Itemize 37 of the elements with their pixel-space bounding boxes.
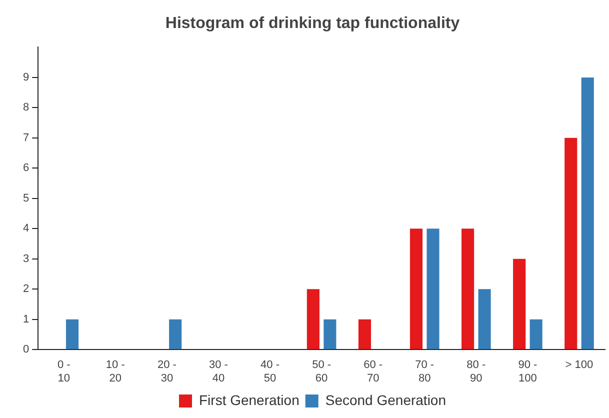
bar [358, 319, 371, 350]
y-tick-label: 3 [22, 252, 30, 265]
x-tick-label: 90 - 100 [518, 359, 538, 384]
legend-label: First Generation [198, 392, 300, 408]
y-tick-label: 0 [22, 344, 30, 356]
x-tick-label: 60 - 70 [364, 359, 383, 384]
chart-title: Histogram of drinking tap functionality [165, 15, 460, 32]
x-tick-label: 10 - 20 [106, 359, 126, 384]
x-tick-label: 40 - 50 [260, 359, 280, 384]
bar [426, 228, 440, 350]
bar [66, 319, 79, 350]
y-tick-label: 2 [22, 283, 30, 296]
x-tick-label: 30 - 40 [209, 359, 228, 384]
y-tick-label: 7 [22, 132, 30, 144]
x-tick-label: 20 - 30 [157, 359, 177, 384]
bar [530, 319, 542, 350]
bar [581, 77, 594, 350]
bar [462, 228, 474, 350]
legend-label: Second Generation [325, 392, 446, 408]
x-tick-label: 80 - 90 [466, 359, 486, 384]
y-tick-label: 6 [22, 162, 30, 174]
x-tick-label: 0 - 10 [57, 359, 71, 384]
bar [306, 289, 320, 350]
y-tick-label: 4 [22, 222, 30, 235]
bar [410, 228, 423, 350]
y-tick-label: 8 [22, 102, 30, 114]
bar [513, 258, 526, 350]
x-tick-label: 50 - 60 [312, 359, 332, 384]
y-tick-label: 9 [22, 71, 30, 84]
y-tick-label: 5 [22, 192, 30, 204]
x-tick-label: > 100 [565, 359, 594, 372]
bar [169, 319, 182, 350]
bar [324, 319, 336, 350]
bar [564, 138, 578, 350]
bar [478, 289, 491, 350]
y-tick-label: 1 [22, 313, 30, 326]
x-tick-label: 70 - 80 [415, 359, 434, 384]
